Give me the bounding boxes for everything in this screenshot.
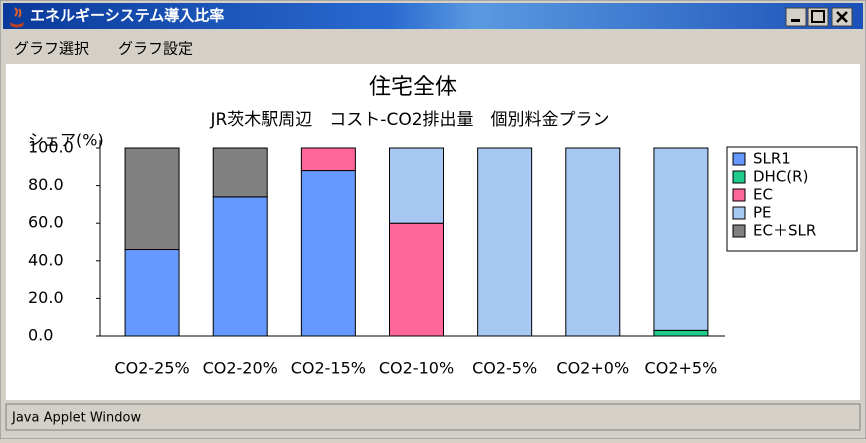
- x-tick-label: CO2-20%: [203, 359, 278, 378]
- legend-swatch: [732, 152, 746, 166]
- legend-swatch: [732, 224, 746, 238]
- x-tick-label: CO2-10%: [379, 359, 454, 378]
- y-tick-label: 80.0: [28, 175, 64, 194]
- bar-segment: [124, 147, 180, 251]
- title-bar: [3, 3, 863, 29]
- plot: 0.0 20.0 40.0 60.0 80.0 100.0 CO2-25% CO2-20% CO…: [28, 138, 858, 378]
- x-tick-label: CO2-5%: [472, 359, 537, 378]
- legend-swatch: [732, 170, 746, 184]
- status-bar: [5, 403, 861, 431]
- y-tick-label: 40.0: [28, 250, 64, 269]
- bar-segment: [565, 147, 621, 337]
- x-tick-label: CO2-15%: [291, 359, 366, 378]
- bar-segment: [653, 329, 709, 337]
- x-tick-label: CO2+0%: [556, 359, 629, 378]
- bar-segment: [389, 222, 444, 337]
- y-axis-label: シェア(%): [28, 131, 104, 150]
- window-title: エネルギーシステム導入比率: [30, 7, 224, 25]
- legend-label: EC: [753, 186, 773, 204]
- legend-label: PE: [753, 204, 772, 222]
- chart-title: 住宅全体: [369, 75, 457, 100]
- y-tick-label: 0.0: [28, 326, 53, 345]
- bar-segment: [212, 196, 268, 337]
- bar-segment: [212, 147, 268, 198]
- bar-segment: [124, 249, 180, 337]
- bar-segment: [300, 170, 356, 337]
- window-buttons[interactable]: [785, 7, 853, 27]
- y-tick-label: 20.0: [28, 288, 64, 307]
- legend-label: EC＋SLR: [753, 222, 816, 240]
- y-tick-label: 60.0: [28, 213, 64, 232]
- legend-label: DHC(R): [753, 168, 808, 186]
- legend-swatch: [732, 188, 746, 202]
- menu-item[interactable]: グラフ設定: [118, 40, 193, 58]
- y-tick-label: 100.0: [28, 138, 74, 157]
- status-text: Java Applet Window: [11, 411, 141, 426]
- legend-label: SLR1: [753, 150, 791, 168]
- bar-segment: [477, 147, 533, 337]
- legend-swatch: [732, 206, 746, 220]
- chart-subtitle: JR茨木駅周辺 コスト-CO2排出量 個別料金プラン: [209, 110, 609, 130]
- legend-box: [726, 146, 858, 252]
- menu-item[interactable]: グラフ選択: [14, 40, 89, 58]
- bar-segment: [653, 147, 709, 331]
- x-tick-label: CO2+5%: [645, 359, 718, 378]
- bar-segment: [389, 147, 444, 224]
- x-tick-label: CO2-25%: [114, 359, 189, 378]
- bar-segment: [300, 147, 356, 172]
- app-icon: [10, 7, 24, 28]
